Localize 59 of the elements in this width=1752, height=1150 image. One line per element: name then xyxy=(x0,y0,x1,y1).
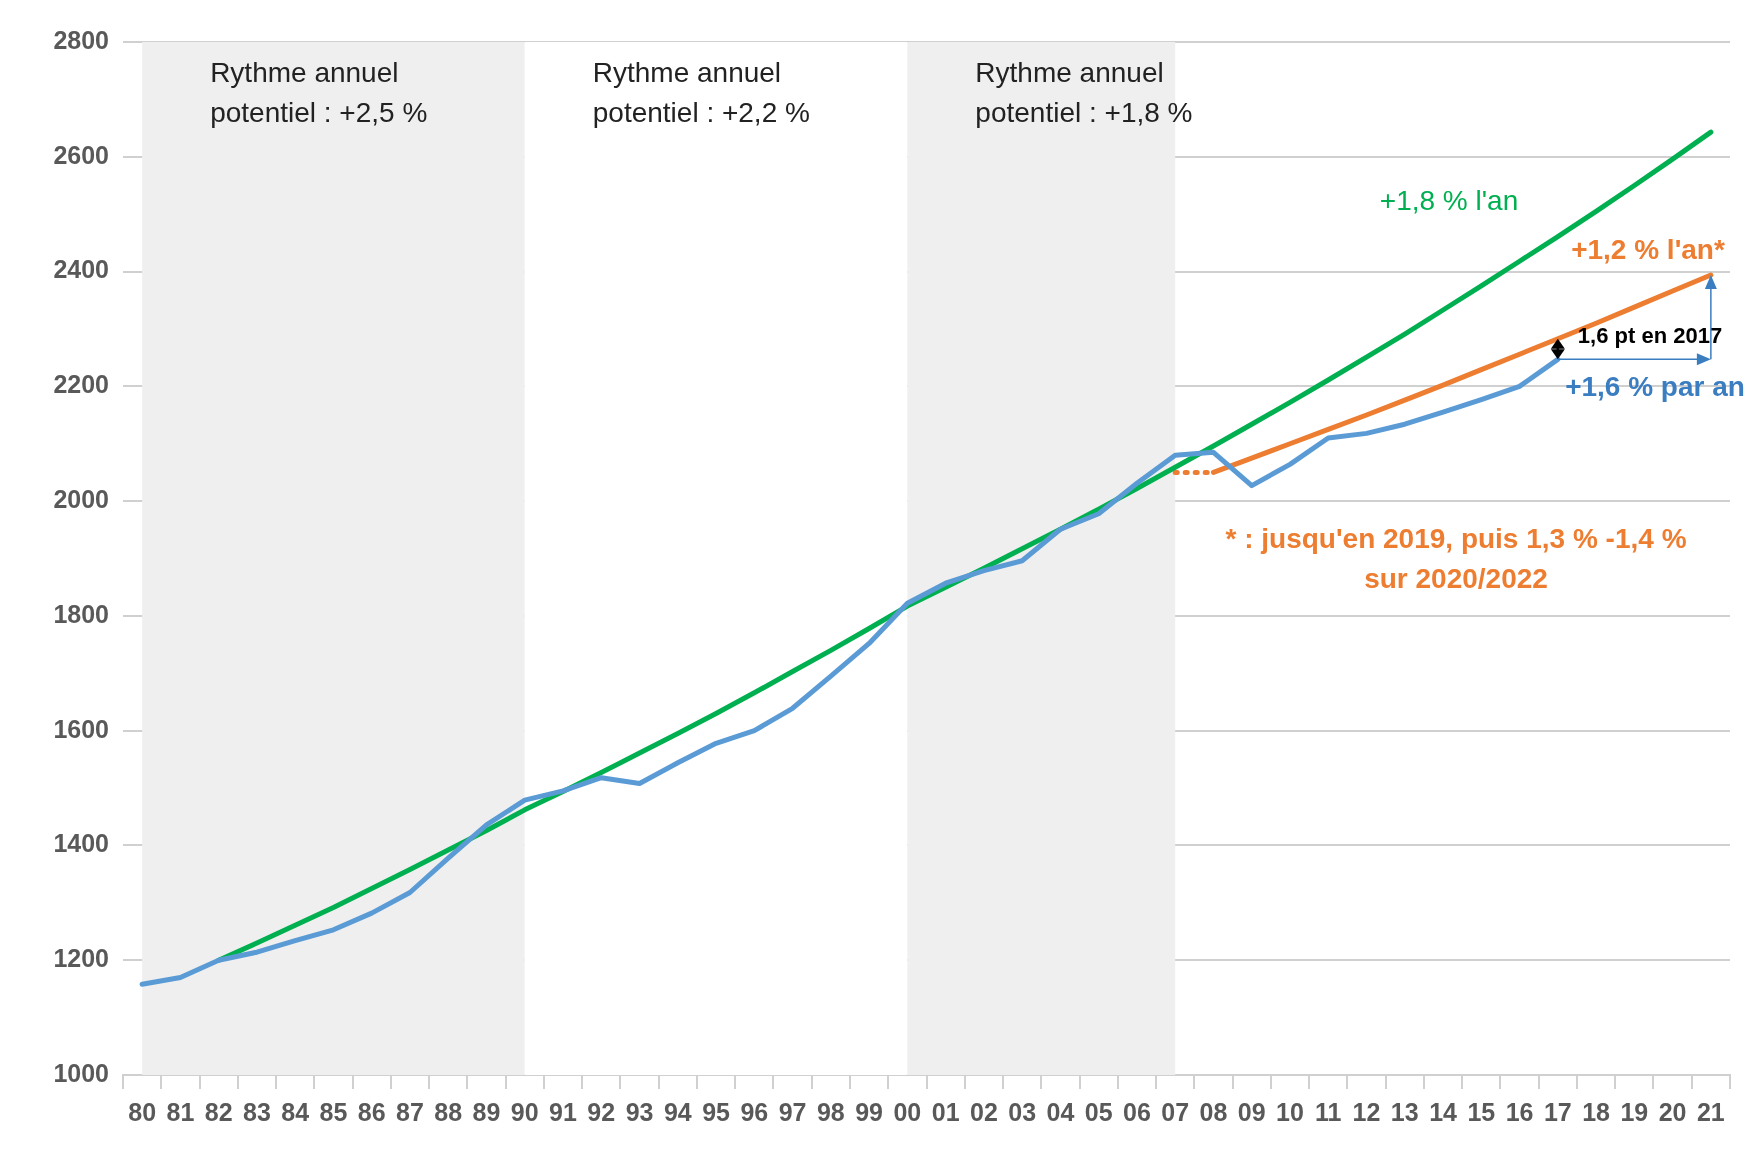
y-tick-label: 2200 xyxy=(53,370,109,399)
y-tick-label: 1400 xyxy=(53,829,109,858)
x-tick-label: 19 xyxy=(1620,1097,1649,1126)
x-tick-label: 90 xyxy=(510,1097,539,1126)
x-tick-label: 03 xyxy=(1008,1097,1037,1126)
x-tick-label: 17 xyxy=(1543,1097,1572,1126)
y-tick-label: 2000 xyxy=(53,485,109,513)
x-tick-label: 08 xyxy=(1199,1097,1228,1126)
x-tick-label: 16 xyxy=(1505,1097,1534,1126)
x-tick-label: 09 xyxy=(1237,1097,1266,1126)
x-tick-label: 12 xyxy=(1352,1097,1381,1126)
x-tick-label: 81 xyxy=(166,1097,195,1126)
x-tick-label: 89 xyxy=(472,1097,501,1126)
x-tick-label: 83 xyxy=(243,1097,271,1126)
x-tick-label: 88 xyxy=(434,1097,463,1126)
annotation: +1,6 % par an xyxy=(1565,370,1745,402)
x-tick-label: 02 xyxy=(969,1097,998,1126)
x-tick-label: 82 xyxy=(204,1097,233,1126)
band-label: Rythme annuel potentiel : +2,2 % xyxy=(592,56,810,128)
band-label: Rythme annuel potentiel : +1,8 % xyxy=(975,56,1193,128)
x-tick-label: 94 xyxy=(663,1097,692,1126)
annotation: * : jusqu'en 2019, puis 1,3 % -1,4 % sur 2020/2022 xyxy=(1225,522,1687,594)
y-tick-label: 1200 xyxy=(53,944,109,973)
x-tick-label: 21 xyxy=(1696,1097,1725,1126)
x-tick-label: 11 xyxy=(1315,1097,1342,1126)
x-tick-label: 14 xyxy=(1429,1097,1458,1126)
x-tick-label: 18 xyxy=(1582,1097,1611,1126)
band-label: Rythme annuel potentiel : +2,5 % xyxy=(210,56,428,128)
x-tick-label: 05 xyxy=(1084,1097,1113,1126)
y-tick-label: 2600 xyxy=(53,140,109,169)
x-tick-label: 00 xyxy=(893,1097,922,1126)
x-tick-label: 04 xyxy=(1046,1097,1075,1126)
x-tick-label: 95 xyxy=(702,1097,731,1126)
y-tick-label: 2400 xyxy=(53,255,109,284)
x-tick-label: 96 xyxy=(740,1097,769,1126)
x-tick-label: 98 xyxy=(816,1097,845,1126)
x-tick-label: 93 xyxy=(625,1097,654,1126)
x-tick-label: 15 xyxy=(1467,1097,1496,1126)
y-tick-label: 1800 xyxy=(53,599,109,628)
x-tick-label: 91 xyxy=(549,1097,578,1126)
x-tick-label: 01 xyxy=(931,1097,960,1126)
y-tick-label: 1600 xyxy=(53,714,109,743)
y-tick-label: 2800 xyxy=(53,25,109,54)
x-tick-label: 80 xyxy=(128,1097,157,1126)
x-tick-label: 99 xyxy=(855,1097,884,1126)
annotation: +1,8 % l'an xyxy=(1379,184,1519,216)
x-tick-label: 84 xyxy=(281,1097,310,1126)
x-tick-label: 86 xyxy=(357,1097,386,1126)
x-tick-label: 92 xyxy=(587,1097,616,1126)
y-tick-label: 1000 xyxy=(53,1058,109,1087)
x-tick-label: 87 xyxy=(396,1097,424,1126)
x-tick-label: 10 xyxy=(1276,1097,1304,1126)
x-tick-label: 97 xyxy=(778,1097,807,1126)
x-tick-label: 85 xyxy=(319,1097,348,1126)
x-tick-label: 20 xyxy=(1658,1097,1687,1126)
x-tick-label: 07 xyxy=(1161,1097,1190,1126)
x-tick-label: 06 xyxy=(1123,1097,1151,1126)
x-tick-label: 13 xyxy=(1390,1097,1419,1126)
annotation: +1,2 % l'an* xyxy=(1571,233,1725,265)
